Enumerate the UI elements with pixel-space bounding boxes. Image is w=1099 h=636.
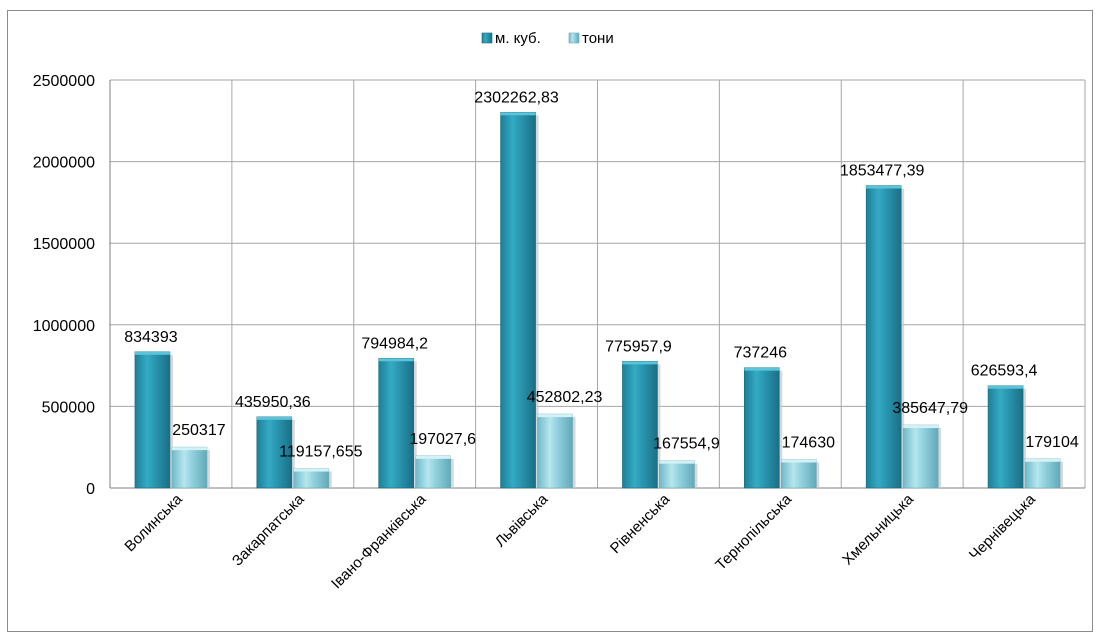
bar-top-highlight [781, 459, 817, 463]
bar-tony [415, 455, 451, 489]
legend-swatch [568, 32, 580, 44]
data-labels: 834393 250317 435950,36 119157,655 794984,2 1… [124, 89, 1079, 460]
bar-m-kub [622, 361, 658, 489]
x-tick-label: Івано-Франківська [328, 490, 430, 592]
chart-frame [7, 10, 1093, 632]
bar-top-highlight [744, 367, 780, 371]
y-tick-label: 500000 [42, 399, 95, 416]
bar-top-highlight [866, 185, 902, 189]
bars [134, 111, 1064, 489]
x-tick-label: Рівненська [607, 490, 674, 557]
bar-top-highlight [500, 112, 536, 116]
data-label-tony: 385647,79 [892, 400, 968, 417]
x-tick-label: Хмельницька [839, 490, 917, 568]
bar-tony [902, 424, 939, 489]
legend-swatch [481, 32, 493, 44]
bar-top-highlight [415, 455, 451, 459]
data-label-tony: 174630 [782, 435, 835, 452]
bar-tony [537, 413, 573, 489]
bar-tony [659, 460, 695, 489]
data-label-m-kub: 2302262,83 [474, 89, 559, 106]
x-tick-label: Львівська [492, 490, 552, 550]
bar-top-highlight [256, 416, 292, 420]
data-label-tony: 197027,6 [409, 431, 476, 448]
bar-top-highlight [988, 385, 1024, 389]
data-label-tony: 119157,655 [279, 444, 362, 461]
legend: м. куб. тони [481, 30, 614, 47]
data-label-tony: 167554,9 [653, 436, 720, 453]
bar-top-highlight [293, 468, 329, 472]
data-label-tony: 250317 [172, 422, 225, 439]
bar-top-highlight [134, 351, 170, 355]
y-tick-label: 2000000 [33, 155, 95, 172]
y-tick-label: 1000000 [33, 318, 95, 335]
data-label-m-kub: 775957,9 [605, 338, 672, 355]
bar-top-highlight [537, 414, 573, 418]
y-tick-label: 0 [86, 481, 95, 498]
data-label-m-kub: 834393 [124, 329, 177, 346]
x-tick-label: Волинська [121, 490, 186, 555]
bar-top-highlight [622, 361, 658, 365]
data-label-m-kub: 737246 [734, 345, 787, 362]
axes: 0 500000 1000000 1500000 2000000 2500000 Волин… [33, 73, 1085, 592]
y-tick-label: 1500000 [33, 236, 95, 253]
x-tick-label: Тернопільська [712, 490, 795, 573]
bar-m-kub [378, 357, 414, 489]
data-label-tony: 452802,23 [527, 389, 603, 406]
data-label-tony: 179104 [1025, 434, 1078, 451]
y-tick-label: 2500000 [33, 73, 95, 90]
bar-m-kub [987, 385, 1024, 489]
x-tick-label: Чернівецька [966, 490, 1039, 563]
bar-top-highlight [171, 447, 207, 451]
bar-m-kub [134, 351, 171, 489]
bar-tony [1024, 458, 1061, 489]
data-label-m-kub: 626593,4 [971, 363, 1038, 380]
legend-label: тони [582, 30, 614, 47]
x-tick-label: Закарпатська [229, 490, 308, 569]
bar-m-kub [865, 185, 902, 489]
data-label-m-kub: 794984,2 [361, 335, 428, 352]
bar-m-kub [256, 416, 293, 489]
bar-m-kub [500, 111, 536, 489]
bar-m-kub [744, 367, 780, 489]
bar-top-highlight [378, 358, 414, 362]
data-label-m-kub: 1853477,39 [840, 163, 925, 180]
bar-tony [781, 459, 817, 489]
data-label-m-kub: 435950,36 [235, 394, 311, 411]
legend-label: м. куб. [495, 30, 541, 47]
bar-top-highlight [903, 425, 939, 429]
gridlines [109, 79, 1086, 489]
bar-tony [171, 446, 208, 489]
bar-top-highlight [659, 460, 695, 464]
bar-top-highlight [1025, 458, 1061, 462]
